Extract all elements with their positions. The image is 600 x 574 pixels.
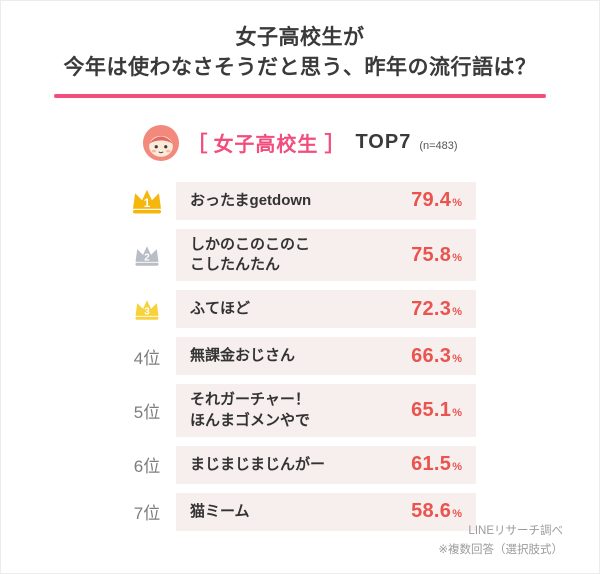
ranking-value: 66.3% [411, 344, 462, 367]
percent-sign: % [452, 508, 462, 521]
group-label: 女子高校生 [213, 134, 319, 157]
percent-sign: % [452, 197, 462, 210]
ranking-row-6: 6位 まじまじまじんがー 61.5% [124, 445, 476, 484]
svg-text:2: 2 [144, 252, 150, 263]
ranking-bar: それガーチャー！ ほんまゴメンやで 65.1% [176, 384, 476, 437]
ranking-value: 72.3% [411, 297, 462, 320]
rank-cell-2: 2 [124, 244, 170, 267]
percent-sign: % [452, 251, 462, 264]
rank-cell-5: 5位 [124, 398, 170, 423]
page-title: 女子高校生が 今年は使わなさそうだと思う、昨年の流行語は？ [1, 1, 599, 84]
ranking-bar: 猫ミーム 58.6% [176, 492, 476, 531]
sample-size-label: (n=483) [419, 139, 458, 152]
ranking-label: しかのこのこのこ こしたんたん [190, 235, 311, 274]
rank-cell-3: 3 [124, 298, 170, 321]
ranking-row-5: 5位 それガーチャー！ ほんまゴメンやで 65.1% [124, 384, 476, 437]
rank-label: 4位 [133, 348, 161, 368]
ranking-bar: ふてほど 72.3% [176, 290, 476, 329]
title-line-1: 女子高校生が [235, 26, 365, 49]
ranking-row-3: 3 ふてほど 72.3% [124, 290, 476, 329]
title-line-2: 今年は使わなさそうだと思う、昨年の流行語は？ [63, 56, 537, 80]
ranking-row-1: 1 おったまgetdown 79.4% [124, 181, 476, 220]
ranking-value: 79.4% [411, 189, 462, 212]
crown-silver-icon: 2 [135, 245, 159, 266]
rank-cell-6: 6位 [124, 452, 170, 477]
rank-cell-7: 7位 [124, 499, 170, 524]
crown-yellow-icon: 3 [135, 300, 159, 320]
ranking-label: ふてほど [190, 300, 251, 318]
footer: LINEリサーチ調べ ※複数回答（選択肢式） [438, 522, 563, 559]
bracket-left: ［ [186, 132, 208, 156]
girl-face-icon [143, 124, 180, 161]
top7-label: TOP7 [355, 131, 412, 154]
ranking-value: 65.1% [411, 399, 462, 422]
ranking-label: まじまじまじんがー [190, 455, 326, 473]
rank-cell-1: 1 [124, 187, 170, 215]
ranking-bar: しかのこのこのこ こしたんたん 75.8% [176, 228, 476, 282]
ranking-row-2: 2 しかのこのこのこ こしたんたん 75.8% [124, 228, 476, 282]
crown-gold-icon: 1 [133, 189, 161, 214]
ranking-value: 75.8% [411, 243, 462, 266]
ranking-bar: おったまgetdown 79.4% [176, 181, 476, 220]
ranking-value: 61.5% [411, 453, 462, 476]
group-header: ［ 女子高校生 ］ TOP7 (n=483) [1, 124, 599, 162]
percent-sign: % [452, 407, 462, 420]
ranking-label: 無課金おじさん [190, 347, 296, 365]
rank-label: 7位 [133, 504, 161, 524]
note-label: ※複数回答（選択肢式） [438, 543, 563, 556]
bracket-right: ］ [324, 132, 346, 156]
svg-text:1: 1 [144, 196, 151, 210]
ranking-row-4: 4位 無課金おじさん 66.3% [124, 337, 476, 376]
ranking-label: 猫ミーム [190, 502, 250, 520]
percent-sign: % [452, 352, 462, 365]
ranking-list: 1 おったまgetdown 79.4% 2 しかのこのこのこ こしたんたん 75… [124, 181, 476, 531]
percent-sign: % [452, 461, 462, 474]
svg-text:3: 3 [144, 306, 150, 317]
ranking-bar: まじまじまじんがー 61.5% [176, 445, 476, 484]
ranking-value: 58.6% [411, 500, 462, 523]
ranking-bar: 無課金おじさん 66.3% [176, 337, 476, 376]
rank-cell-4: 4位 [124, 344, 170, 369]
title-underline [54, 93, 546, 98]
ranking-label: おったまgetdown [190, 191, 312, 209]
rank-label: 5位 [133, 403, 161, 423]
ranking-row-7: 7位 猫ミーム 58.6% [124, 492, 476, 531]
ranking-label: それガーチャー！ ほんまゴメンやで [190, 391, 311, 429]
percent-sign: % [452, 305, 462, 318]
source-label: LINEリサーチ調べ [468, 525, 563, 538]
rank-label: 6位 [133, 457, 161, 477]
